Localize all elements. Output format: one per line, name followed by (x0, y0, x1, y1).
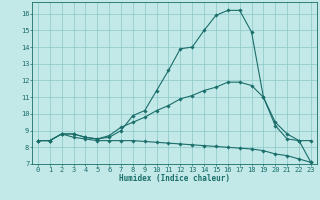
X-axis label: Humidex (Indice chaleur): Humidex (Indice chaleur) (119, 174, 230, 183)
